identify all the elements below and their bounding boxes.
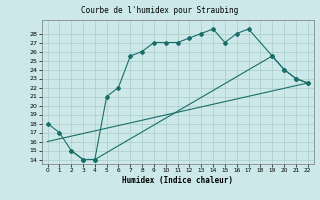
Text: Courbe de l'humidex pour Straubing: Courbe de l'humidex pour Straubing [81, 6, 239, 15]
X-axis label: Humidex (Indice chaleur): Humidex (Indice chaleur) [122, 176, 233, 185]
